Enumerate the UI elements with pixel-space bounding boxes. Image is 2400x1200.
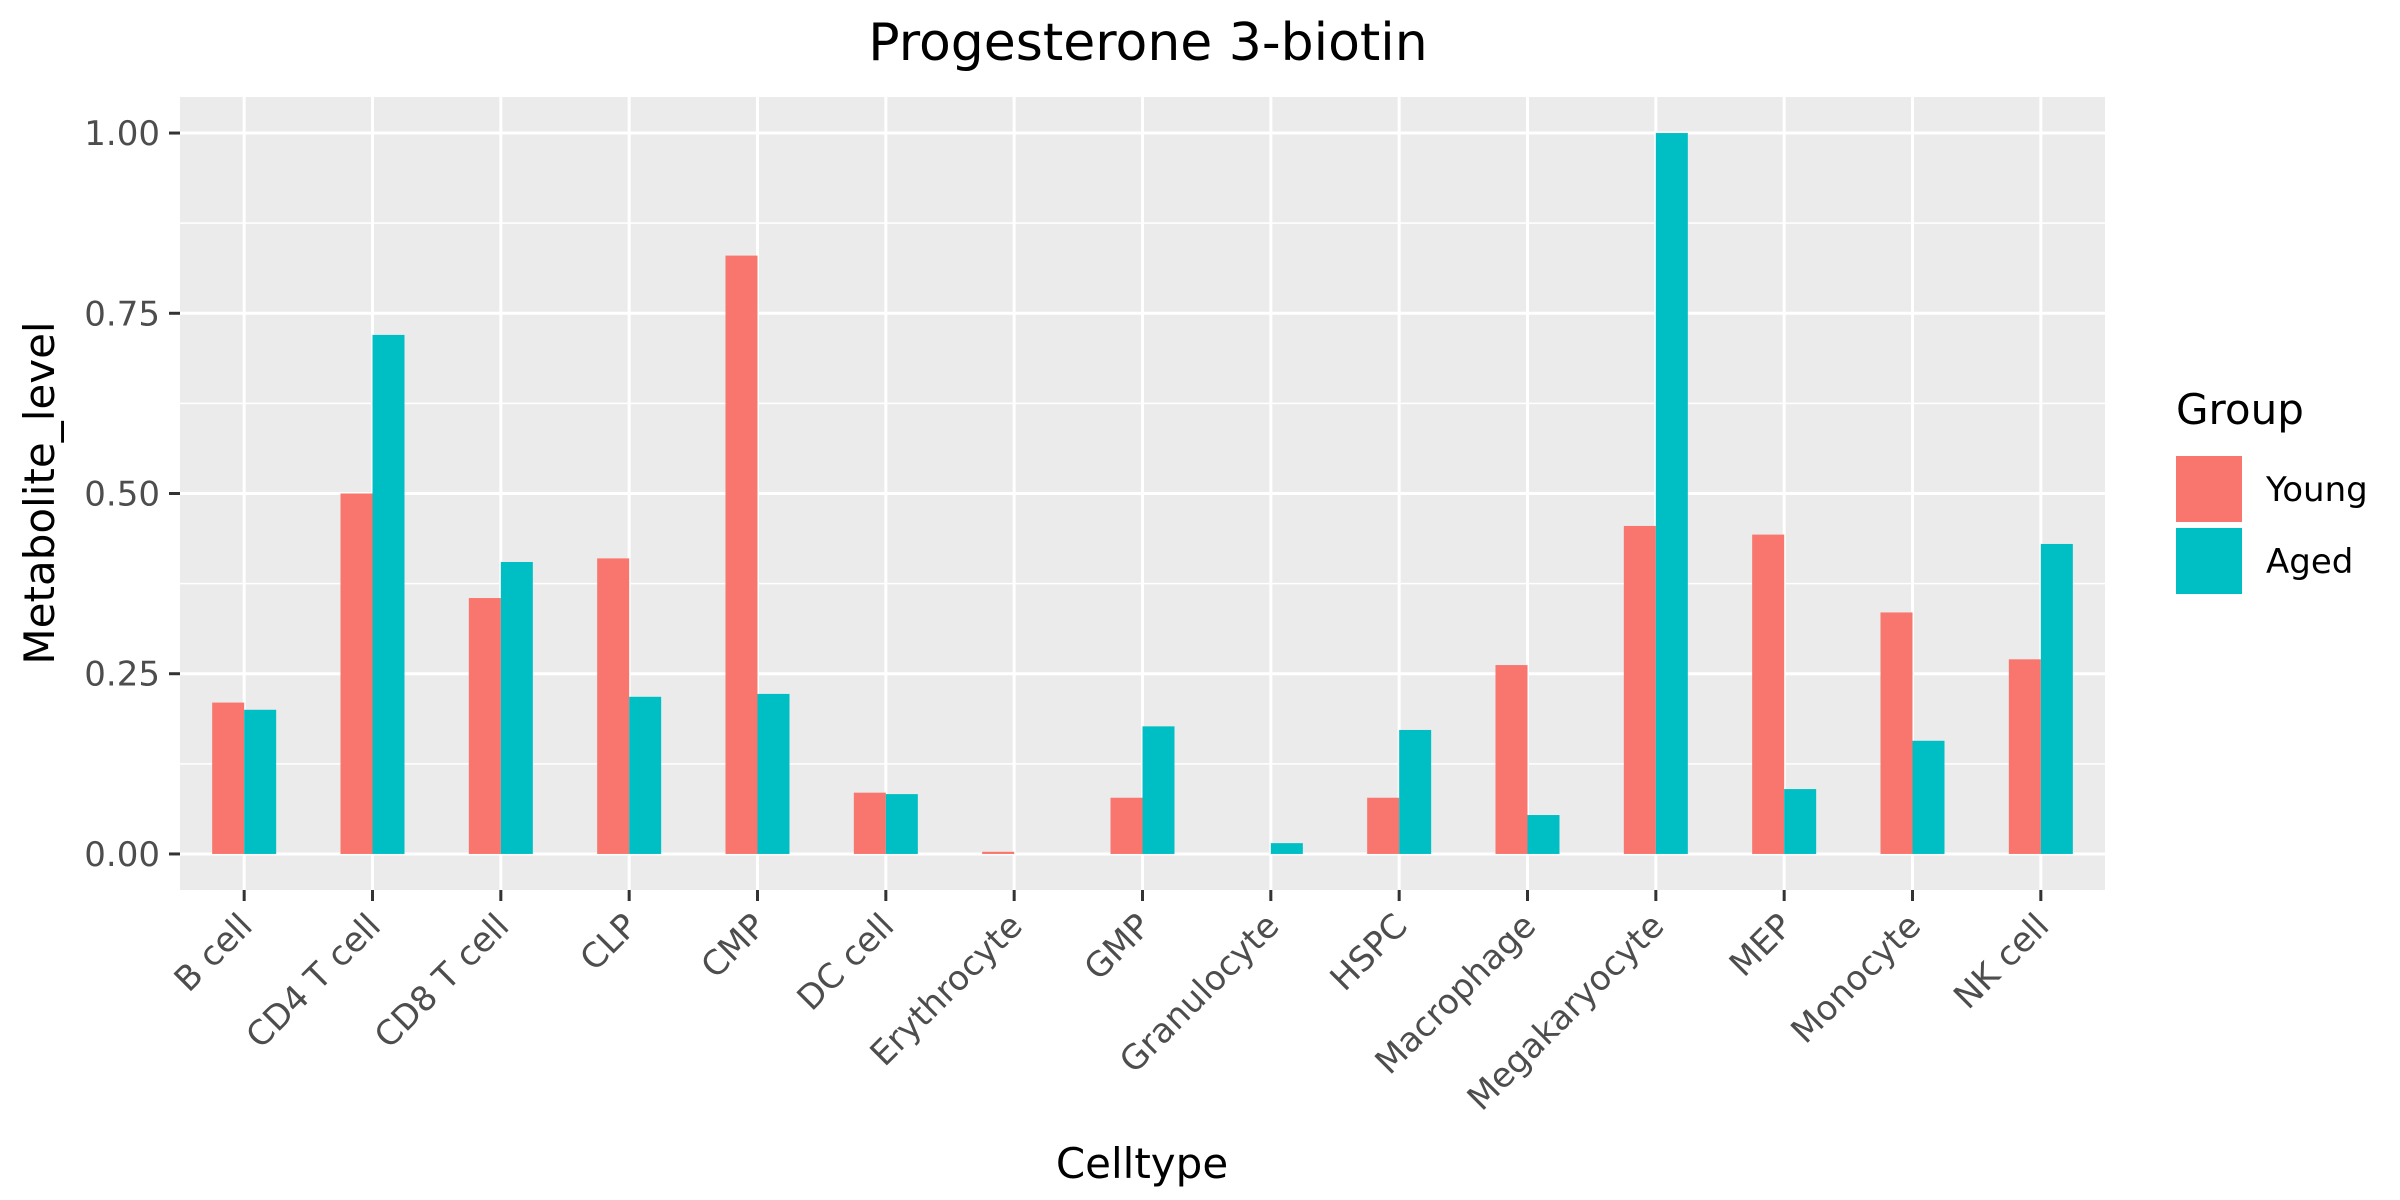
x-tick-label: B cell [167,906,261,1000]
x-tick-label: CMP [694,906,774,986]
x-tick-label: NK cell [1946,906,2057,1017]
bar-young-2 [468,598,501,854]
bar-aged-10 [1527,815,1560,854]
bar-aged-0 [244,709,277,854]
bar-aged-5 [885,794,918,854]
y-tick-label: 1.00 [84,114,160,154]
bar-young-11 [1623,525,1656,854]
bar-aged-2 [500,561,533,854]
x-tick-label: CLP [573,906,646,979]
legend-key-young [2176,456,2242,522]
y-axis: 0.00 0.25 0.50 0.75 1.00 [84,114,180,875]
x-tick-label: DC cell [790,906,903,1019]
bar-aged-13 [1912,740,1945,854]
legend: Group Young Aged [2176,385,2368,594]
y-tick-label: 0.75 [84,294,160,334]
bar-young-4 [725,255,758,854]
y-tick-label: 0.25 [84,655,160,695]
bar-aged-3 [629,696,662,854]
legend-label-young: Young [2265,470,2368,510]
y-tick-label: 0.50 [84,475,160,515]
x-tick-label: CD8 T cell [367,906,517,1056]
legend-title: Group [2176,385,2304,434]
bars [212,133,2073,854]
bar-young-6 [982,851,1015,854]
y-tick-label: 0.00 [84,835,160,875]
x-tick-label: MEP [1722,906,1801,985]
x-tick-label: Monocyte [1784,906,1929,1051]
bar-aged-11 [1655,133,1688,854]
bar-young-12 [1752,534,1785,854]
x-tick-label: HSPC [1323,906,1416,999]
bar-young-5 [853,792,886,854]
bar-young-14 [2008,659,2041,854]
legend-key-aged [2176,528,2242,594]
bar-aged-14 [2040,543,2073,854]
x-tick-label: GMP [1077,906,1159,988]
bar-young-7 [1110,797,1143,854]
bar-young-13 [1880,612,1913,854]
bar-aged-9 [1399,729,1432,854]
bar-aged-7 [1142,726,1175,854]
legend-label-aged: Aged [2266,542,2353,582]
bar-aged-4 [757,693,790,854]
bar-aged-1 [372,334,405,854]
y-axis-title: Metabolite_level [15,321,64,664]
bar-young-3 [597,558,630,854]
bar-young-10 [1495,665,1528,854]
x-tick-label: CD4 T cell [239,906,389,1056]
bar-young-9 [1367,797,1400,854]
bar-aged-12 [1784,789,1817,854]
bar-young-0 [212,702,245,854]
x-axis-title: Celltype [1056,1139,1228,1188]
bar-young-1 [340,493,373,854]
chart-title: Progesterone 3-biotin [868,13,1427,73]
bar-aged-8 [1270,843,1303,854]
